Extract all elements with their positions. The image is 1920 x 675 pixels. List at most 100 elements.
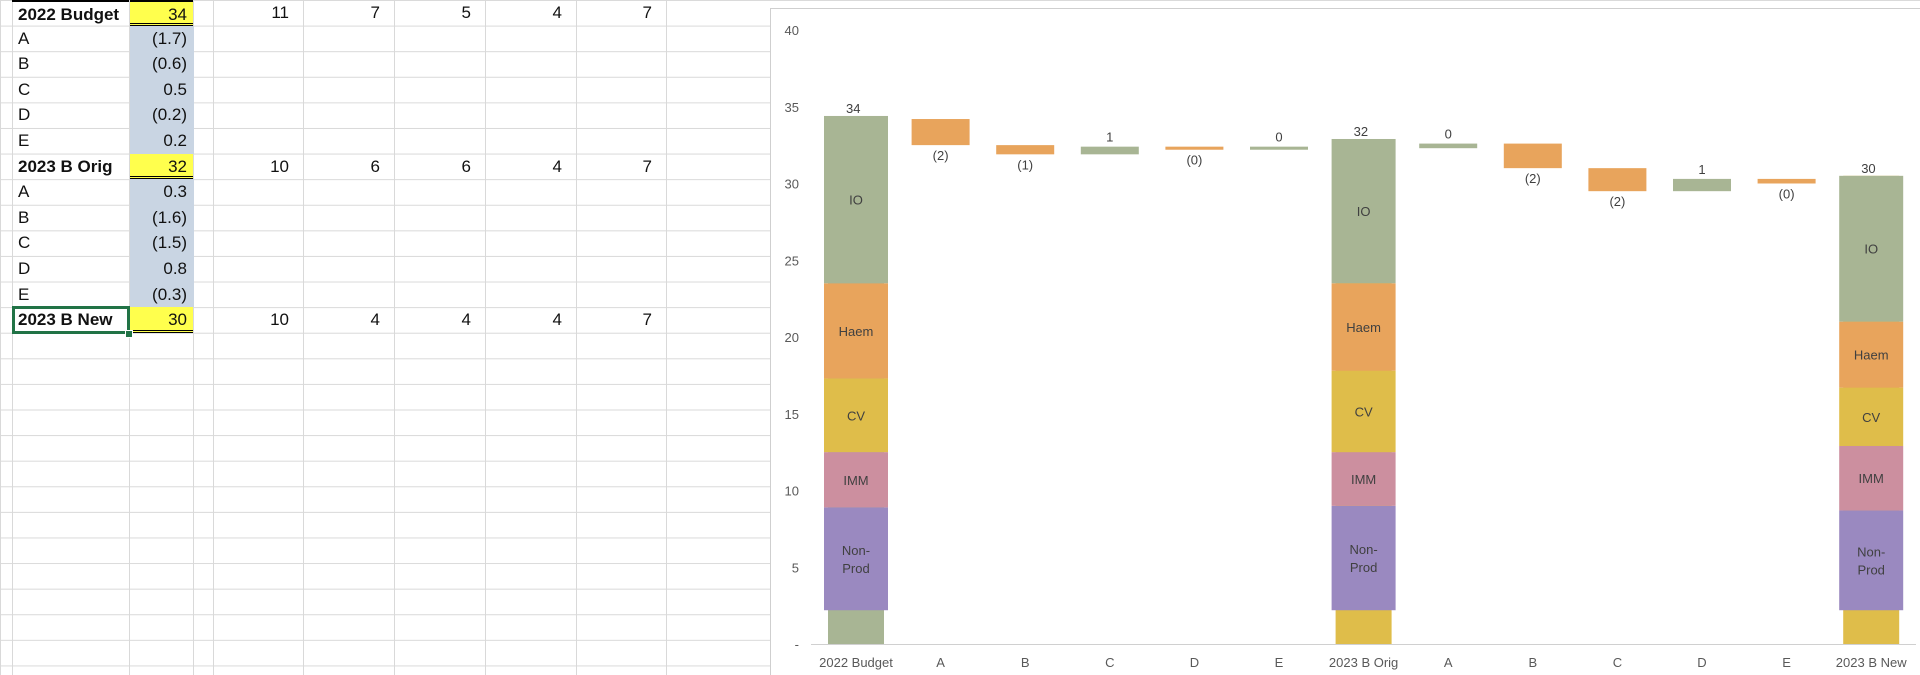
value-cell-d[interactable]: (0.2) <box>152 105 187 125</box>
cv-cell[interactable]: 4 <box>461 310 471 330</box>
y-tick-label: 30 <box>785 177 799 192</box>
stack-segment-io <box>824 115 888 284</box>
nonprod-cell[interactable]: 7 <box>642 310 652 330</box>
stack-segment-io <box>1331 138 1396 284</box>
value-cell-2023-b-new[interactable]: 30 <box>130 307 193 333</box>
haem-cell[interactable]: 4 <box>370 310 380 330</box>
step-bar <box>996 145 1055 155</box>
row-label-e[interactable]: E <box>18 284 30 304</box>
haem-cell[interactable]: 6 <box>370 156 380 176</box>
value-cell-e[interactable]: (0.3) <box>152 284 187 304</box>
cv-cell[interactable]: 6 <box>461 156 471 176</box>
step-data-label: (1) <box>1017 157 1033 172</box>
grid-line <box>12 0 13 675</box>
value-cell-b[interactable]: (1.6) <box>152 207 187 227</box>
row-label-d[interactable]: D <box>18 259 31 278</box>
segment-label: IMM <box>1351 472 1376 487</box>
imm-cell[interactable]: 4 <box>552 156 562 176</box>
segment-label: IO <box>849 193 863 208</box>
grid-line <box>213 0 214 675</box>
segment-label: IMM <box>1859 471 1884 486</box>
segment-label: IO <box>1864 242 1878 257</box>
grid-line <box>394 0 395 675</box>
step-bar <box>1588 168 1647 192</box>
total-data-label: 34 <box>846 101 860 116</box>
io-cell[interactable]: 11 <box>271 3 289 22</box>
x-tick-label: B <box>1528 655 1537 670</box>
step-bar <box>1503 143 1562 169</box>
io-cell[interactable]: 10 <box>270 310 289 330</box>
stack-segment-haem <box>1839 321 1904 388</box>
step-data-label: 1 <box>1106 130 1113 145</box>
value-cell-2023-b-orig[interactable]: 32 <box>130 153 193 180</box>
value-cell-d[interactable]: 0.8 <box>163 259 187 278</box>
stack-segment-haem <box>1331 283 1396 371</box>
value-cell-c[interactable]: (1.5) <box>152 233 187 253</box>
step-data-label: (0) <box>1779 187 1795 202</box>
value-cell-c[interactable]: 0.5 <box>163 79 187 99</box>
stack-segment-cv <box>1331 370 1396 453</box>
y-tick-label: 5 <box>792 560 799 575</box>
stack-segment-cv <box>1839 387 1904 446</box>
stack-segment-nonprod <box>824 507 888 611</box>
row-label-d[interactable]: D <box>18 105 31 125</box>
segment-label: Non- <box>1857 544 1885 559</box>
segment-label: Prod <box>842 561 869 576</box>
stack-segment-io <box>1839 175 1904 322</box>
cv-cell[interactable]: 5 <box>461 3 471 22</box>
step-data-label: (2) <box>1609 194 1625 209</box>
value-cell-a[interactable]: 0.3 <box>163 182 187 202</box>
value-cell-2022-budget[interactable]: 34 <box>130 0 193 26</box>
stack-segment-nonprod <box>1839 510 1904 611</box>
value-cell-b[interactable]: (0.6) <box>152 54 187 74</box>
y-tick-label: 25 <box>785 253 799 268</box>
active-cell-selection[interactable] <box>12 306 130 334</box>
row-label-a[interactable]: A <box>18 182 30 202</box>
row-label-2023-b-new[interactable]: 2023 B New <box>18 310 113 330</box>
value-cell-e[interactable]: 0.2 <box>163 131 187 150</box>
stack-segment-imm <box>1331 452 1396 506</box>
grid-line <box>303 0 304 675</box>
segment-label: IMM <box>843 473 868 488</box>
y-tick-label: - <box>795 637 799 652</box>
nonprod-cell[interactable]: 7 <box>642 3 652 22</box>
row-label-a[interactable]: A <box>18 28 30 48</box>
nonprod-cell[interactable]: 7 <box>642 156 652 176</box>
segment-label: Haem <box>1854 348 1889 363</box>
stack-segment-cv <box>824 378 888 453</box>
imm-cell[interactable]: 4 <box>552 3 562 22</box>
step-bar <box>1673 178 1731 192</box>
row-label-c[interactable]: C <box>18 233 31 253</box>
row-label-b[interactable]: B <box>18 207 30 227</box>
segment-label: Haem <box>839 324 874 339</box>
imm-cell[interactable]: 4 <box>552 310 562 330</box>
haem-cell[interactable]: 7 <box>370 3 380 22</box>
grid-line <box>666 0 667 675</box>
row-label-b[interactable]: B <box>18 54 30 74</box>
x-tick-label: E <box>1275 655 1284 670</box>
step-bar <box>1419 143 1478 149</box>
waterfall-chart[interactable]: -5 10 15 20 25 30 35 40 2022 Budget A B C D E 2023 B O… <box>770 8 1920 675</box>
row-label-2022-budget[interactable]: 2022 Budget <box>12 0 129 26</box>
segment-label: Haem <box>1346 320 1381 335</box>
segment-label: Non- <box>1350 542 1378 557</box>
fill-handle[interactable] <box>125 330 133 338</box>
x-tick-label: B <box>1021 655 1030 670</box>
step-data-label: 0 <box>1445 127 1452 142</box>
row-label-c[interactable]: C <box>18 79 31 99</box>
segment-label: CV <box>1862 410 1880 425</box>
stack-segment-imm <box>824 452 888 508</box>
stack-segment-imm <box>1839 445 1904 511</box>
row-label-2023-b-orig[interactable]: 2023 B Orig <box>18 156 113 176</box>
stack-segment-nonprod <box>1331 505 1396 611</box>
step-data-label: 1 <box>1698 162 1705 177</box>
value-cell-a[interactable]: (1.7) <box>152 28 187 48</box>
y-tick-label: 15 <box>785 407 799 422</box>
step-data-label: (2) <box>933 148 949 163</box>
x-tick-label: D <box>1697 655 1706 670</box>
row-label-e[interactable]: E <box>18 131 30 150</box>
segment-label: Non- <box>842 543 870 558</box>
grid-line <box>485 0 486 675</box>
x-tick-label: A <box>936 655 945 670</box>
io-cell[interactable]: 10 <box>270 156 289 176</box>
